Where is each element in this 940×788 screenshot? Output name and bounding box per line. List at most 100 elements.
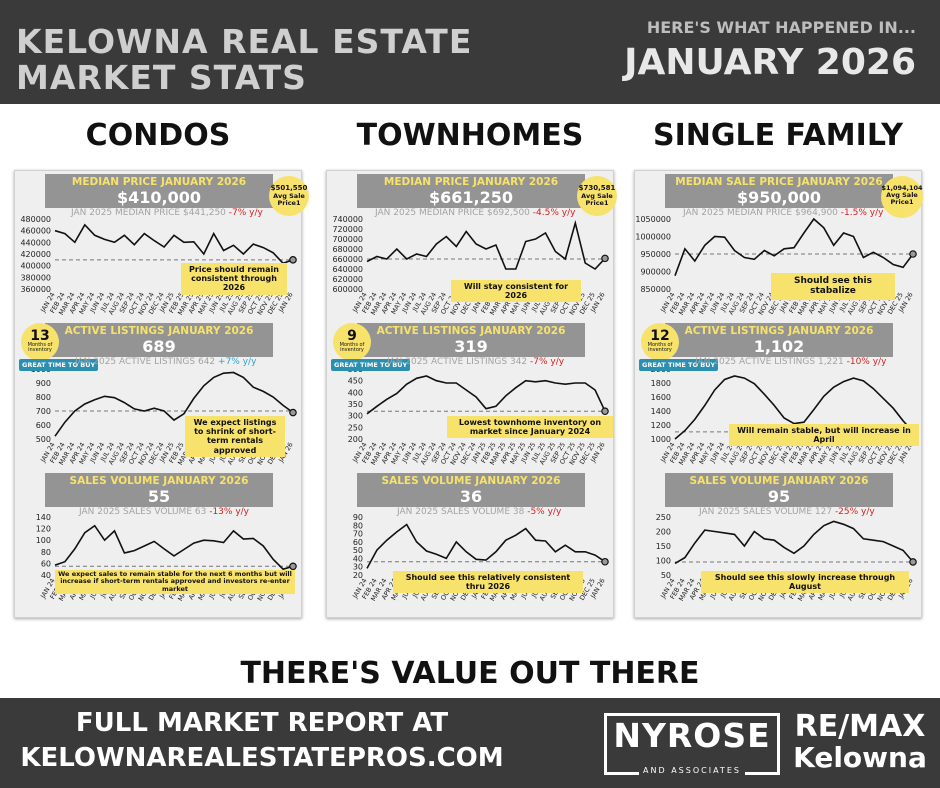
condos-avg-price-badge: $501,550 Avg Sale Price1 [269, 176, 309, 216]
townhomes-active-ytick: 250 [348, 423, 363, 432]
condos-charts: 360000 380000 400000 420000 440000 460000 4800… [20, 215, 297, 603]
townhomes-months-inventory-badge: 9 Months of inventory [333, 323, 371, 361]
single-family-median-value: $950,000 [736, 187, 821, 207]
condos-sales-banner: SALES VOLUME JANUARY 2026 55 [45, 473, 273, 507]
townhomes-buy-tag: GREAT TIME TO BUY [331, 359, 411, 371]
single-family-sales-value: 95 [767, 486, 791, 506]
townhomes-charts: 6000006200006400006600006800007000007200… [332, 215, 609, 603]
single-family-median-prior: JAN 2025 MEDIAN PRICE $964,900 [683, 208, 838, 218]
townhomes-median-prior: JAN 2025 MEDIAN PRICE $692,500 [375, 208, 530, 218]
condos-sales-prior: JAN 2025 SALES VOLUME 63 [79, 507, 207, 517]
single-family-buy-tag: GREAT TIME TO BUY [639, 359, 719, 371]
footer-band [0, 698, 940, 788]
condos-sales-ytick: 140 [36, 513, 51, 522]
townhomes-avg-price-label: Avg Sale Price1 [581, 191, 613, 207]
condos-note-sales: We expect sales to remain stable for the… [55, 570, 295, 595]
panel-condos: 360000 380000 400000 420000 440000 460000 4800… [14, 170, 309, 618]
condos-active-change: +7% y/y [218, 357, 257, 367]
single-family-note-sales: Should see this slowly increase through … [701, 571, 909, 594]
townhomes-active-value: 319 [454, 336, 488, 356]
single-family-sales-ytick: 50 [661, 571, 671, 580]
condos-active-latest-point [289, 408, 297, 417]
single-family-avg-price-label: Avg Sale Price1 [886, 191, 918, 207]
townhomes-median-ytick: 720000 [332, 225, 363, 234]
condos-active-ytick: 500 [36, 435, 51, 444]
single-family-months-value: 12 [650, 328, 670, 344]
column-title-single-family: SINGLE FAMILY [652, 118, 903, 153]
single-family-sales-banner: SALES VOLUME JANUARY 2026 95 [665, 473, 893, 507]
single-family-active-subtitle: JAN 2025 ACTIVE LISTINGS 1,221 -10% y/y [695, 357, 886, 367]
single-family-median-ytick: 950000 [640, 250, 671, 259]
townhomes-avg-price-badge: $730,581 Avg Sale Price1 [577, 176, 617, 216]
condos-median-ytick: 360000 [20, 285, 51, 294]
single-family-sales-change: -25% y/y [834, 507, 875, 517]
townhomes-median-label: MEDIAN PRICE JANUARY 2026 [383, 176, 559, 188]
single-family-sales-subtitle: JAN 2025 SALES VOLUME 127 -25% y/y [699, 507, 875, 517]
single-family-avg-price-value: $1,094,104 [881, 184, 923, 192]
condos-active-subtitle: JAN 2025 ACTIVE LISTINGS 642 +7% y/y [75, 357, 256, 367]
townhomes-sales-ytick: 40 [353, 554, 363, 563]
single-family-note-listings: Will remain stable, but will increase in… [729, 424, 919, 447]
townhomes-avg-price-value: $730,581 [578, 184, 616, 192]
condos-sales-ytick: 120 [36, 525, 51, 534]
condos-median-banner: MEDIAN PRICE JANUARY 2026 $410,000 [45, 174, 273, 208]
townhomes-sales-series-line [366, 523, 606, 569]
townhomes-sales-subtitle: JAN 2025 SALES VOLUME 38 -5% y/y [397, 507, 561, 517]
single-family-sales-ytick: 100 [656, 557, 671, 566]
header-kicker: HERE'S WHAT HAPPENED IN... [646, 18, 916, 37]
townhomes-active-ytick: 400 [348, 388, 363, 397]
townhomes-note-sales: Should see this relatively consistent th… [393, 571, 583, 594]
townhomes-active-ytick: 450 [348, 377, 363, 386]
remax-logo: RE/MAX Kelowna [790, 712, 930, 772]
condos-median-ytick: 400000 [20, 262, 51, 271]
townhomes-median-subtitle: JAN 2025 MEDIAN PRICE $692,500 -4.5% y/y [375, 208, 575, 218]
condos-median-latest-point [289, 256, 297, 264]
footer-report-link[interactable]: KELOWNAREALESTATEPROS.COM [20, 743, 504, 773]
header-band [0, 0, 940, 104]
single-family-active-ytick: 1600 [651, 393, 671, 402]
single-family-sales-latest-point [909, 558, 917, 566]
condos-avg-price-value: $501,550 [270, 184, 308, 192]
condos-sales-label: SALES VOLUME JANUARY 2026 [69, 475, 249, 487]
condos-active-label: ACTIVE LISTINGS JANUARY 2026 [64, 325, 254, 337]
condos-active-series-line [54, 371, 294, 437]
single-family-active-ytick: 1400 [651, 407, 671, 416]
condos-active-prior: JAN 2025 ACTIVE LISTINGS 642 [75, 357, 216, 367]
single-family-median-banner: MEDIAN SALE PRICE JANUARY 2026 $950,000 [665, 174, 893, 208]
townhomes-median-ytick: 740000 [332, 215, 363, 224]
townhomes-median-banner: MEDIAN PRICE JANUARY 2026 $661,250 [357, 174, 585, 208]
condos-median-ytick: 480000 [20, 215, 51, 224]
condos-months-value: 13 [30, 328, 50, 344]
townhomes-median-change: -4.5% y/y [532, 208, 576, 218]
single-family-active-value: 1,102 [753, 336, 805, 356]
condos-sales-series-line [54, 524, 294, 571]
nyrose-logo: NYROSE AND ASSOCIATES [604, 713, 780, 775]
condos-median-ytick: 380000 [20, 273, 51, 282]
condos-median-change: -7% y/y [228, 208, 263, 218]
single-family-median-ytick: 850000 [640, 285, 671, 294]
condos-note-listings: We expect listings to shrink of short-te… [185, 416, 285, 457]
townhomes-sales-ytick: 30 [353, 563, 363, 572]
townhomes-active-ytick: 350 [348, 400, 363, 409]
townhomes-sales-latest-point [601, 557, 609, 566]
townhomes-sales-ytick: 90 [353, 513, 363, 522]
townhomes-median-value: $661,250 [428, 187, 513, 207]
single-family-active-series-line [674, 375, 914, 440]
header-period: JANUARY 2026 [624, 42, 916, 83]
single-family-median-subtitle: JAN 2025 MEDIAN PRICE $964,900 -1.5% y/y [683, 208, 883, 218]
single-family-months-label: Months of inventory [647, 342, 673, 353]
condos-median-series-line [54, 223, 294, 265]
townhomes-sales-ytick: 80 [353, 521, 363, 530]
header-title-line1: KELOWNA REAL ESTATE [16, 22, 473, 61]
condos-median-label: MEDIAN PRICE JANUARY 2026 [71, 176, 247, 188]
condos-sales-change: -13% y/y [209, 507, 249, 517]
panel-townhomes: 600000 620000 640000 660000 680000 700000 7200… [326, 170, 617, 618]
townhomes-active-label: ACTIVE LISTINGS JANUARY 2026 [376, 325, 566, 337]
condos-avg-price-label: Avg Sale Price1 [273, 191, 305, 207]
condos-median-ytick: 420000 [20, 250, 51, 259]
condos-buy-tag: GREAT TIME TO BUY [19, 359, 99, 371]
single-family-active-banner: ACTIVE LISTINGS JANUARY 2026 1,102 [665, 323, 893, 357]
condos-active-ytick: 900 [36, 379, 51, 388]
townhomes-median-ytick: 660000 [332, 255, 363, 264]
condos-median-ytick: 460000 [20, 227, 51, 236]
